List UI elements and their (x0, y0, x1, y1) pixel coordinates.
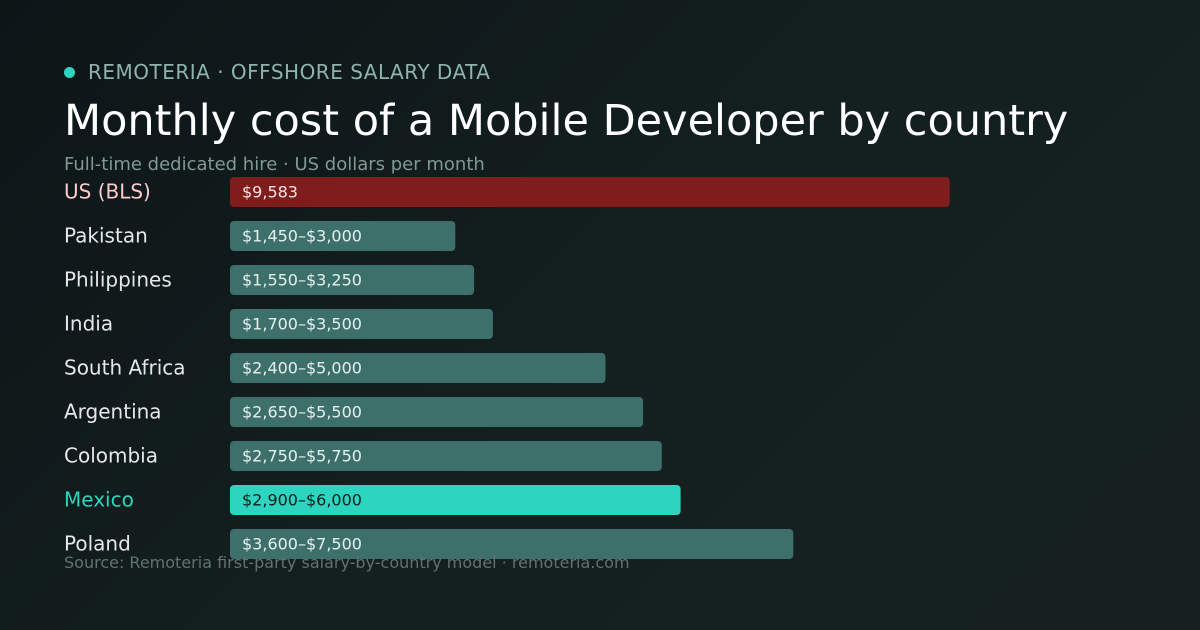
value-label-poland: $3,600–$7,500 (242, 535, 362, 554)
value-label-mexico: $2,900–$6,000 (242, 491, 362, 510)
category-label-pakistan: Pakistan (64, 224, 148, 248)
value-label-philippines: $1,550–$3,250 (242, 271, 362, 290)
category-label-philippines: Philippines (64, 268, 172, 292)
bar-south-africa (230, 353, 606, 383)
value-label-argentina: $2,650–$5,500 (242, 403, 362, 422)
category-label-south-africa: South Africa (64, 356, 186, 380)
bar-mexico (230, 485, 681, 515)
bar-poland (230, 529, 794, 559)
bar-us-bls (230, 177, 950, 207)
bar-colombia (230, 441, 662, 471)
category-label-poland: Poland (64, 532, 131, 556)
category-label-colombia: Colombia (64, 444, 158, 468)
category-label-argentina: Argentina (64, 400, 162, 424)
category-label-mexico: Mexico (64, 488, 134, 512)
value-label-us-bls: $9,583 (242, 183, 298, 202)
brand-text: REMOTERIA · OFFSHORE SALARY DATA (88, 60, 491, 84)
value-label-pakistan: $1,450–$3,000 (242, 227, 362, 246)
chart-title: Monthly cost of a Mobile Developer by co… (64, 96, 1069, 146)
value-label-india: $1,700–$3,500 (242, 315, 362, 334)
value-label-south-africa: $2,400–$5,000 (242, 359, 362, 378)
source-note: Source: Remoteria first-party salary-by-… (64, 553, 630, 572)
bar-argentina (230, 397, 644, 427)
category-label-us-bls: US (BLS) (64, 180, 151, 204)
category-label-india: India (64, 312, 113, 336)
bar-pakistan (230, 221, 456, 251)
bar-india (230, 309, 493, 339)
value-label-colombia: $2,750–$5,750 (242, 447, 362, 466)
brand: REMOTERIA · OFFSHORE SALARY DATA (64, 60, 490, 84)
brand-dot-icon (64, 66, 75, 78)
chart-subtitle: Full-time dedicated hire · US dollars pe… (64, 154, 485, 175)
bar-philippines (230, 265, 475, 295)
